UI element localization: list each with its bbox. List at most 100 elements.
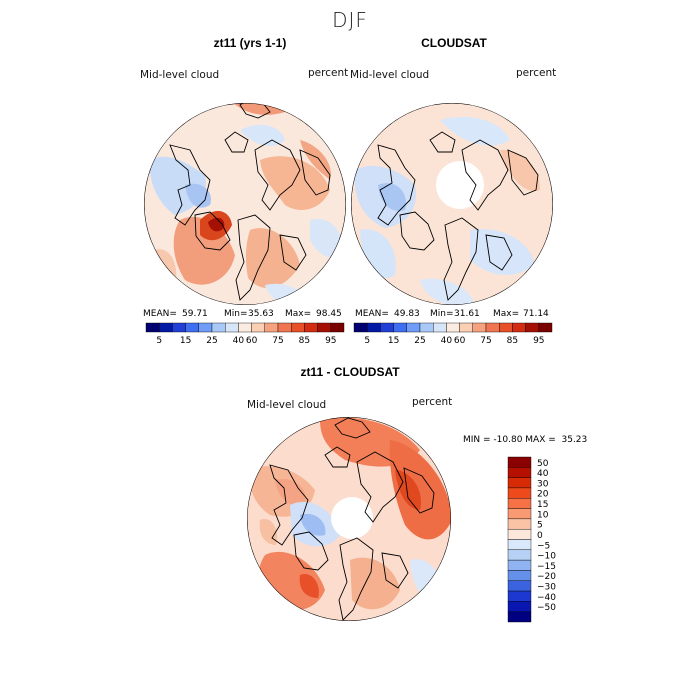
panel3-colorbar-cell [507, 601, 532, 612]
panel2-title: CLOUDSAT [421, 36, 487, 50]
panel1-title: zt11 (yrs 1-1) [213, 36, 287, 50]
panel1-min-label: Min= [224, 309, 248, 319]
panel3-map [247, 417, 451, 621]
panel3-colorbar-tick-label: 40 [537, 469, 549, 479]
panel1-colorbar-cell [224, 322, 239, 333]
panel1-colorbar-cell [185, 322, 200, 333]
panel1-colorbar-cell [317, 322, 332, 333]
panel2-colorbar-cell [406, 322, 421, 333]
panel1-colorbar-cell [145, 322, 160, 333]
panel3-colorbar-tick-label: 5 [537, 521, 543, 531]
panel2-colorbar-cell [459, 322, 474, 333]
panel3-colorbar-cell [507, 498, 532, 509]
panel1-max-label: Max= [285, 309, 311, 319]
panel3-colorbar-cell [507, 539, 532, 551]
panel3-colorbar-cell [507, 580, 532, 592]
panel3-colorbar-tick-label: −20 [537, 572, 556, 582]
panel3-colorbar-cell [507, 456, 532, 468]
panel2-colorbar-cell [538, 322, 553, 333]
panel3-colorbar-cell [507, 528, 532, 540]
panel3-colorbar-tick-label: 20 [537, 490, 549, 500]
panel3-colorbar-tick-label: −40 [537, 593, 556, 603]
panel3-colorbar-tick-label: 15 [537, 500, 548, 510]
panel1-colorbar-cell [158, 322, 173, 333]
panel3-colorbar-tick-label: −30 [537, 583, 556, 593]
panel2-colorbar-tick-label: 95 [533, 336, 544, 346]
panel2-mean-value: 49.83 [394, 309, 420, 319]
panel1-colorbar-cell [172, 322, 186, 333]
panel2-colorbar-cell [367, 322, 381, 333]
panel1-colorbar-tick-label: 75 [272, 336, 283, 346]
panel2-min-label: Min= [430, 309, 454, 319]
panel3-colorbar-cell [507, 477, 532, 489]
panel3-colorbar-tick-label: −10 [537, 552, 556, 562]
panel3-units-label: percent [412, 396, 453, 408]
panel3-colorbar-cell [507, 508, 532, 520]
panel3-colorbar-cell [507, 487, 532, 499]
panel3-colorbar-tick-label: −5 [537, 541, 550, 551]
panel1-variable-label: Mid-level cloud [140, 69, 220, 81]
panel2-colorbar-cell [472, 322, 487, 333]
panel3-colorbar-cell [507, 611, 532, 623]
panel1-colorbar-tick-label: 85 [299, 336, 310, 346]
panel2-colorbar-cell [380, 322, 394, 333]
panel1-colorbar-tick-label: 15 [180, 336, 191, 346]
panel2-colorbar-tick-label: 85 [507, 336, 518, 346]
panel1-colorbar-cell [264, 322, 279, 333]
panel2-colorbar-cell [499, 322, 513, 333]
panel2-colorbar-tick-label: 5 [364, 336, 370, 346]
panel2-colorbar-cell [353, 322, 368, 333]
panel2-mean-label: MEAN= [355, 309, 389, 319]
panel2-colorbar-cell [446, 322, 460, 333]
panel2-colorbar-cell [419, 322, 434, 333]
panel2-map [351, 103, 553, 305]
panel3-colorbar-tick-label: 10 [537, 510, 549, 520]
panel2-max-value: 71.14 [523, 309, 549, 319]
panel2-colorbar-cell [485, 322, 500, 333]
panel3-colorbar-tick-label: −15 [537, 562, 556, 572]
panel1-colorbar-cell [238, 322, 252, 333]
panel1-max-value: 98.45 [316, 309, 342, 319]
panel3-colorbar-cell [507, 549, 532, 561]
panel3-colorbar-tick-label: 50 [537, 459, 549, 469]
panel1-colorbar: 5 15 25 40 60 75 85 95 [145, 322, 345, 346]
panel2-colorbar-tick-label: 60 [454, 336, 466, 346]
panel1-mean-label: MEAN= [143, 309, 177, 319]
panel2-units-label: percent [516, 67, 557, 79]
panel1-mean-value: 59.71 [182, 309, 208, 319]
panel1-colorbar-tick-label: 25 [206, 336, 217, 346]
panel3-colorbar-cell [507, 559, 532, 571]
panel2-colorbar: 5 15 25 40 60 75 85 95 [353, 322, 553, 346]
panel1-colorbar-cell [277, 322, 292, 333]
panel1-units-label: percent [308, 67, 349, 79]
panel1-colorbar-tick-label: 95 [325, 336, 336, 346]
panel3-colorbar-cell [507, 518, 532, 530]
panel2-min-value: 31.61 [454, 309, 480, 319]
panel3-title: zt11 - CLOUDSAT [300, 365, 400, 379]
panel2-colorbar-cell [525, 322, 539, 333]
panel1-colorbar-cell [330, 322, 345, 333]
panel2-colorbar-cell [433, 322, 447, 333]
panel3-colorbar-cell [507, 467, 532, 478]
panel1-colorbar-tick-label: 40 [233, 336, 245, 346]
panel1-colorbar-tick-label: 5 [156, 336, 162, 346]
panel3-colorbar-cell [507, 570, 532, 581]
panel1-colorbar-cell [198, 322, 213, 333]
panel3-colorbar-tick-label: 0 [537, 531, 543, 541]
panel1-colorbar-cell [211, 322, 226, 333]
panel1-colorbar-cell [251, 322, 266, 333]
panel2-colorbar-tick-label: 75 [480, 336, 491, 346]
panel2-max-label: Max= [493, 309, 519, 319]
panel3-colorbar-tick-label: 30 [537, 479, 549, 489]
panel2-colorbar-tick-label: 15 [388, 336, 399, 346]
panel1-map [144, 103, 346, 305]
figure-title: DJF [332, 8, 368, 32]
panel2-variable-label: Mid-level cloud [350, 69, 430, 81]
panel2-colorbar-cell [393, 322, 408, 333]
panel3-colorbar-cell [507, 590, 532, 602]
panel3-colorbar-tick-label: −50 [537, 603, 556, 613]
panel1-colorbar-cell [291, 322, 305, 333]
panel2-colorbar-tick-label: 40 [441, 336, 453, 346]
